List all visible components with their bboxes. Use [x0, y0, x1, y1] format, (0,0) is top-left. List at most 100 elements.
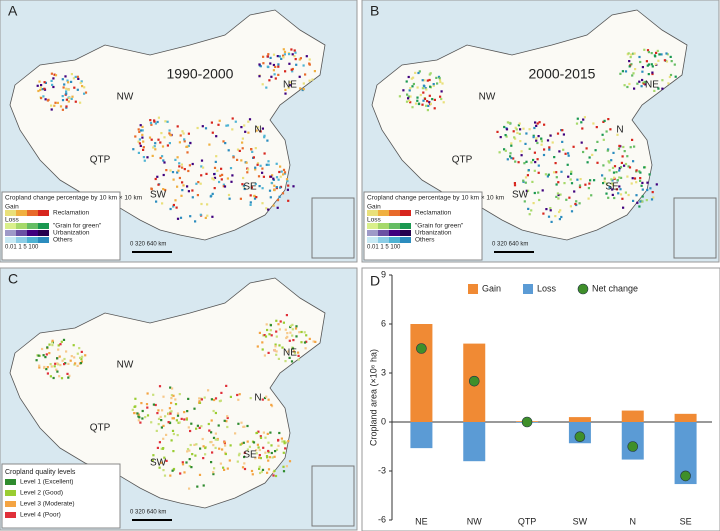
map-pixel — [650, 198, 654, 201]
map-pixel — [275, 448, 279, 451]
y-tick-label: 0 — [381, 416, 386, 426]
map-pixel — [183, 138, 186, 141]
map-pixel — [176, 217, 180, 220]
map-pixel — [518, 132, 521, 135]
map-pixel — [56, 370, 59, 373]
map-pixel — [137, 151, 140, 154]
panel-label: C — [8, 271, 18, 287]
map-pixel — [555, 195, 558, 198]
map-pixel — [262, 431, 265, 434]
map-pixel — [167, 421, 170, 424]
map-pixel — [203, 396, 206, 399]
map-pixel — [267, 449, 270, 453]
map-pixel — [43, 366, 46, 369]
map-pixel — [168, 421, 172, 425]
legend-label: Gain — [482, 283, 501, 293]
map-pixel — [432, 84, 435, 87]
map-pixel — [266, 432, 269, 435]
map-pixel — [65, 98, 68, 101]
map-pixel — [594, 149, 597, 152]
map-panel: B 2000-2015 NE NW QTP SW N SE 0 320 640 km Cropla… — [361, 0, 720, 263]
map-pixel — [51, 344, 54, 347]
map-pixel — [167, 413, 170, 416]
map-pixel — [142, 156, 145, 159]
map-pixel — [438, 77, 441, 80]
map-pixel — [204, 446, 207, 450]
map-pixel — [558, 150, 561, 153]
map-pixel — [549, 209, 552, 212]
legend-swatch — [27, 223, 38, 229]
map-pixel — [52, 85, 55, 89]
map-pixel — [243, 124, 246, 127]
legend-swatch — [389, 237, 400, 243]
map-pixel — [162, 469, 165, 472]
map-pixel — [574, 202, 577, 206]
map-pixel — [230, 180, 233, 183]
map-pixel — [255, 452, 258, 455]
map-pixel — [275, 319, 278, 322]
map-pixel — [293, 55, 296, 58]
map-pixel — [618, 144, 621, 147]
map-pixel — [181, 189, 184, 192]
legend-group: Gain — [367, 204, 381, 211]
map-pixel — [582, 118, 585, 121]
map-pixel — [263, 136, 266, 139]
map-pixel — [279, 175, 282, 178]
map-pixel — [61, 95, 64, 98]
map-pixel — [186, 450, 189, 453]
map-pixel — [43, 87, 46, 90]
map-pixel — [276, 206, 279, 209]
legend-scale: 0.01 1 5 100 — [367, 245, 401, 251]
map-pixel — [650, 63, 653, 66]
map-pixel — [171, 171, 175, 174]
legend-swatch — [38, 237, 49, 243]
map-pixel — [266, 55, 269, 58]
map-pixel — [263, 134, 266, 137]
map-pixel — [623, 150, 626, 153]
map-pixel — [631, 74, 634, 77]
map-pixel — [225, 124, 228, 127]
map-pixel — [639, 60, 642, 64]
map-pixel — [199, 182, 202, 185]
map-pixel — [137, 128, 140, 131]
map-pixel — [234, 432, 237, 435]
map-pixel — [161, 145, 165, 148]
map-pixel — [236, 148, 240, 151]
map-pixel — [588, 156, 591, 159]
map-pixel — [74, 75, 77, 78]
map-pixel — [238, 452, 241, 455]
map-pixel — [172, 450, 175, 453]
map-pixel — [163, 136, 166, 139]
map-pixel — [253, 197, 257, 200]
map-pixel — [284, 360, 287, 363]
map-pixel — [553, 156, 556, 159]
map-pixel — [251, 473, 254, 476]
legend-swatch — [38, 230, 49, 236]
map-pixel — [59, 105, 63, 108]
map-pixel — [141, 409, 144, 413]
map-pixel — [278, 431, 281, 435]
map-pixel — [527, 207, 530, 210]
net-change-dot — [521, 416, 533, 428]
map-pixel — [188, 164, 191, 167]
map-pixel — [267, 398, 270, 401]
map-pixel — [204, 216, 207, 219]
legend-swatch — [5, 512, 16, 518]
map-pixel — [226, 124, 230, 127]
map-pixel — [217, 123, 220, 126]
map-pixel — [162, 395, 165, 398]
map-pixel — [258, 467, 261, 470]
y-tick-label: -3 — [378, 465, 386, 475]
map-pixel — [522, 127, 525, 130]
map-pixel — [538, 121, 541, 124]
map-pixel — [41, 88, 44, 91]
map-pixel — [424, 87, 427, 90]
map-pixel — [259, 164, 262, 167]
map-pixel — [210, 440, 213, 444]
map-pixel — [287, 199, 290, 202]
map-pixel — [652, 196, 655, 199]
map-pixel — [213, 398, 216, 402]
map-pixel — [640, 184, 643, 187]
map-pixel — [520, 150, 523, 153]
map-pixel — [298, 331, 301, 334]
